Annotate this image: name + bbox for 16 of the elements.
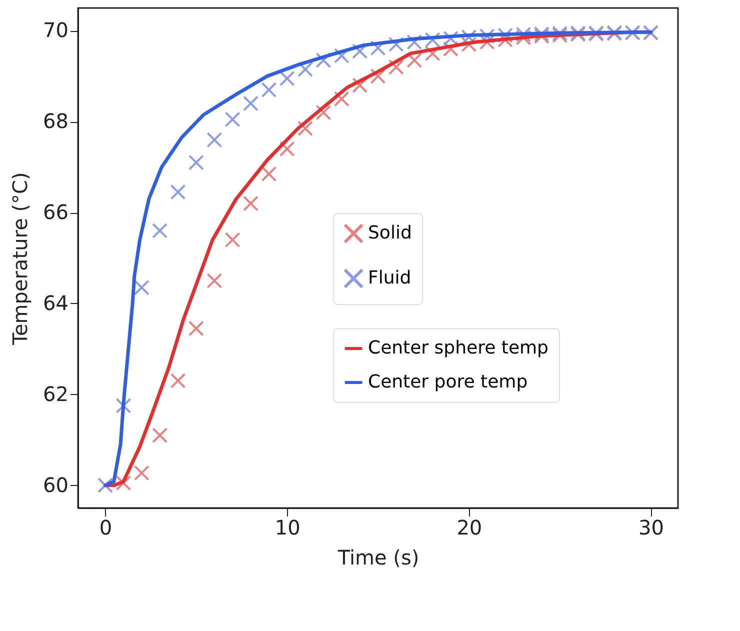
x-tick-label: 20	[456, 516, 482, 540]
x-tick-label: 10	[274, 516, 300, 540]
y-tick-label: 64	[43, 290, 68, 315]
y-tick-label: 66	[43, 200, 68, 224]
y-tick-label: 68	[43, 109, 68, 134]
legend-label: Solid	[368, 222, 412, 244]
legend-label: Fluid	[368, 268, 412, 288]
legend-label: Center sphere temp	[368, 338, 548, 358]
x-axis-title: Time (s)	[336, 546, 420, 570]
legend-label: Center pore temp	[368, 372, 528, 392]
y-tick-label: 60	[43, 472, 68, 497]
x-tick-label: 0	[99, 516, 112, 540]
y-tick-label: 70	[43, 18, 68, 42]
y-tick-label: 62	[43, 382, 68, 406]
y-axis-title: Temperature (°C)	[8, 172, 32, 346]
x-tick-label: 30	[638, 516, 664, 540]
